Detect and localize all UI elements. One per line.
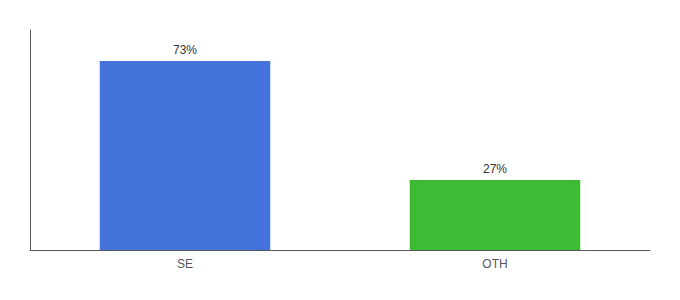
- svg-text:OTH: OTH: [482, 257, 507, 271]
- svg-text:SE: SE: [177, 257, 193, 271]
- svg-text:73%: 73%: [173, 43, 197, 57]
- svg-text:27%: 27%: [483, 162, 507, 176]
